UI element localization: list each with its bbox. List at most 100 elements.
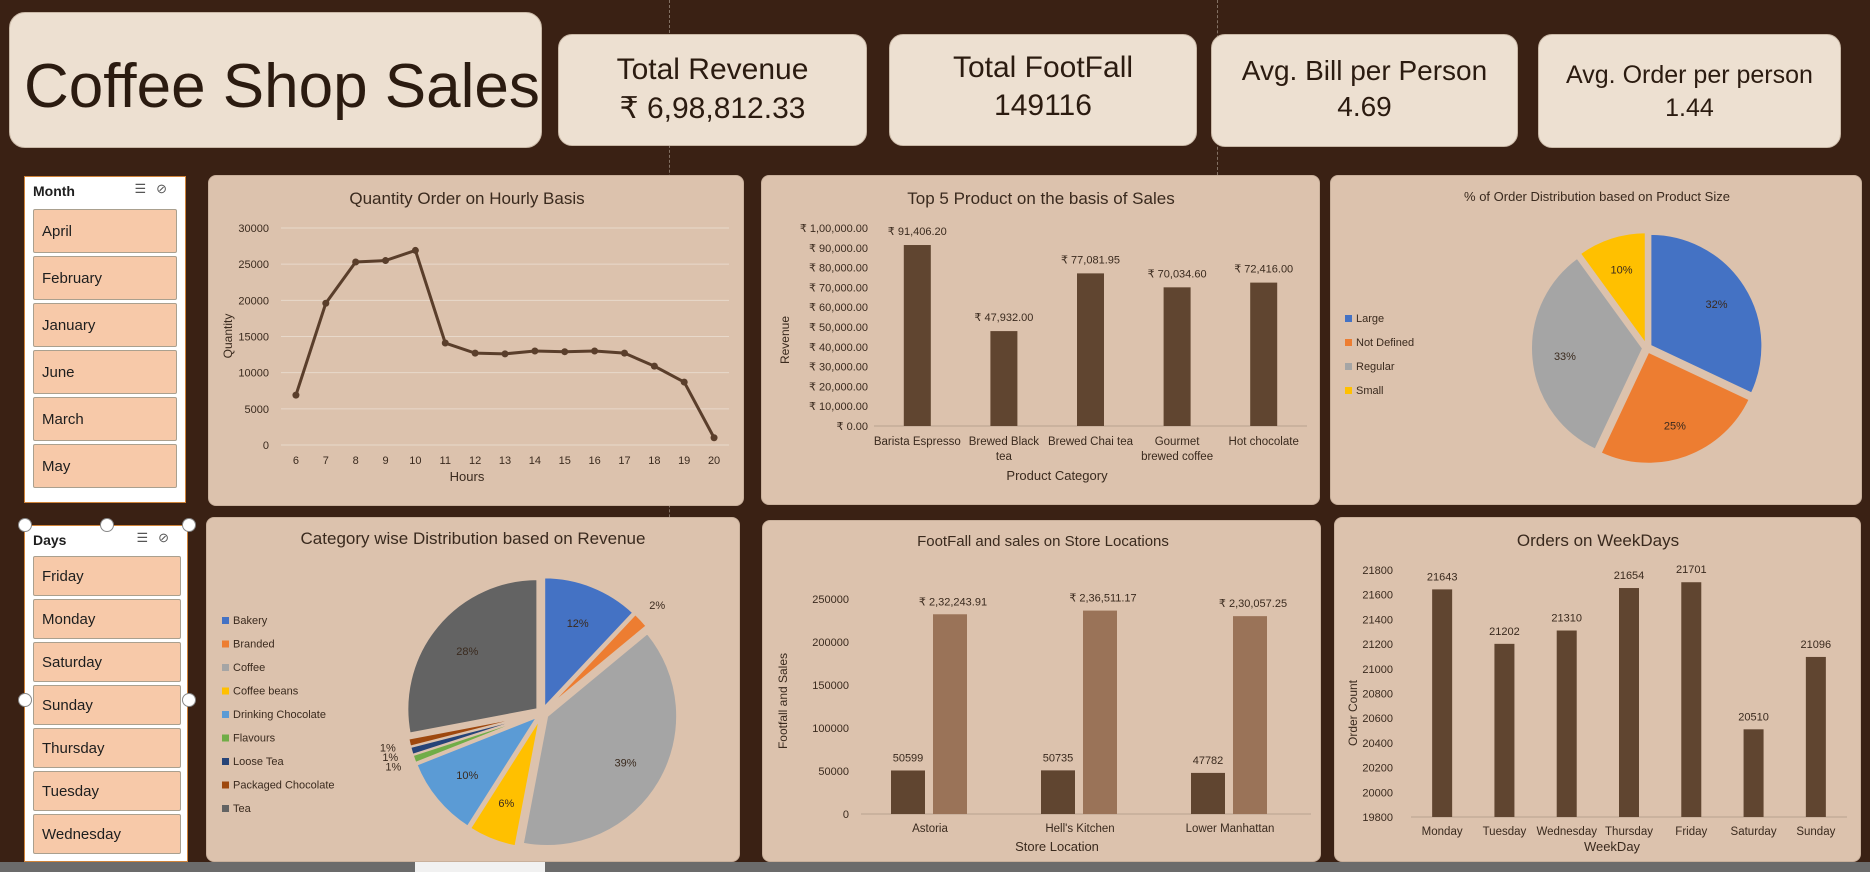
slicer-item-label: Wednesday xyxy=(42,825,121,843)
bar xyxy=(1494,643,1515,817)
data-label: 50599 xyxy=(893,752,924,764)
stores-chart: FootFall and sales on Store Locations 0 50… xyxy=(776,533,1311,854)
x-tick-label: 10 xyxy=(409,455,421,467)
slicer-item[interactable]: March xyxy=(33,397,177,441)
resize-handle[interactable] xyxy=(100,518,114,532)
data-label: ₹ 77,081.95 xyxy=(1061,254,1120,266)
slicer-item-label: Monday xyxy=(42,610,96,628)
data-label: 21654 xyxy=(1614,570,1645,582)
bar xyxy=(1805,656,1826,817)
y-axis-title: Quantity xyxy=(221,314,235,359)
slicer-item[interactable]: Friday xyxy=(33,556,181,596)
y-tick-label: ₹ 50,000.00 xyxy=(809,322,868,334)
pie-slice xyxy=(415,714,540,828)
pie-slice xyxy=(1599,350,1752,465)
title-card: Coffee Shop Sales xyxy=(9,12,542,148)
slicer-item-label: Friday xyxy=(42,567,84,585)
resize-handle[interactable] xyxy=(18,518,32,532)
slicer-item[interactable]: Wednesday xyxy=(33,814,181,854)
slicer-item[interactable]: April xyxy=(33,209,177,253)
clear-filter-icon[interactable]: ⊘ xyxy=(158,530,179,545)
slicer-item-label: March xyxy=(42,410,84,428)
resize-handle[interactable] xyxy=(182,518,196,532)
y-axis-title: Order Count xyxy=(1346,679,1360,746)
x-axis-title: WeekDay xyxy=(1584,839,1641,854)
slicer-item[interactable]: Thursday xyxy=(33,728,181,768)
chart-title: Quantity Order on Hourly Basis xyxy=(349,189,584,208)
data-label: 2% xyxy=(649,600,665,612)
data-point xyxy=(561,348,569,356)
y-tick-label: ₹ 60,000.00 xyxy=(809,302,868,314)
y-tick-label: 21400 xyxy=(1362,614,1393,626)
slicer-item[interactable]: February xyxy=(33,256,177,300)
bar xyxy=(1743,729,1764,817)
data-label: 50735 xyxy=(1043,752,1074,764)
horizontal-scrollbar[interactable] xyxy=(0,862,1870,872)
slicer-item[interactable]: Monday xyxy=(33,599,181,639)
y-tick-label: 0 xyxy=(843,809,849,821)
category-chart-panel[interactable]: Category wise Distribution based on Reve… xyxy=(206,517,740,862)
top5-chart-panel[interactable]: Top 5 Product on the basis of Sales ₹ 0.0… xyxy=(761,175,1320,505)
data-label: ₹ 2,36,511.17 xyxy=(1069,593,1136,605)
resize-handle[interactable] xyxy=(182,693,196,707)
size-chart-panel[interactable]: % of Order Distribution based on Product… xyxy=(1330,175,1862,505)
resize-handle[interactable] xyxy=(18,693,32,707)
kpi-value: 4.69 xyxy=(1337,91,1392,122)
y-tick-label: 5000 xyxy=(245,404,269,416)
bar xyxy=(1041,770,1075,814)
y-tick-label: 21000 xyxy=(1362,664,1393,676)
legend-swatch xyxy=(222,664,229,671)
pie-slice xyxy=(1649,232,1764,395)
x-tick-label: 6 xyxy=(293,455,299,467)
slicer-item[interactable]: June xyxy=(33,350,177,394)
y-tick-label: 21600 xyxy=(1362,590,1393,602)
y-tick-label: 250000 xyxy=(812,594,849,606)
data-label: 6% xyxy=(498,798,514,810)
y-tick-label: 20600 xyxy=(1362,713,1393,725)
bar xyxy=(1556,630,1577,817)
clear-filter-icon[interactable]: ⊘ xyxy=(156,181,177,196)
month-slicer[interactable]: Month ☰⊘ April February January June Mar… xyxy=(24,176,186,503)
legend-swatch xyxy=(222,711,229,718)
data-label: 1% xyxy=(382,752,398,764)
slicer-item[interactable]: Sunday xyxy=(33,685,181,725)
slicer-item[interactable]: May xyxy=(33,444,177,488)
series-line xyxy=(294,248,716,439)
days-slicer[interactable]: Days ☰⊘ Friday Monday Saturday Sunday Th… xyxy=(24,525,188,862)
slicer-item[interactable]: January xyxy=(33,303,177,347)
kpi-label: Total FootFall xyxy=(952,51,1134,84)
y-tick-label: 200000 xyxy=(812,637,849,649)
pie-slice xyxy=(1578,231,1647,348)
y-tick-label: 0 xyxy=(263,440,269,452)
x-tick-label: Saturday xyxy=(1731,826,1777,838)
data-point xyxy=(471,349,479,357)
multi-select-icon[interactable]: ☰ xyxy=(136,530,159,545)
legend-swatch xyxy=(1345,315,1352,322)
slicer-item[interactable]: Tuesday xyxy=(33,771,181,811)
x-tick-label: Hot chocolate xyxy=(1229,436,1299,448)
legend-swatch xyxy=(222,805,229,812)
stores-chart-panel[interactable]: FootFall and sales on Store Locations 0 50… xyxy=(762,520,1321,862)
x-tick-label: Monday xyxy=(1422,826,1463,838)
data-label: 21202 xyxy=(1489,626,1520,638)
kpi-avg-order: Avg. Order per person 1.44 xyxy=(1538,34,1841,148)
kpi-total-revenue: Total Revenue ₹ 6,98,812.33 xyxy=(558,34,867,146)
y-tick-label: 21800 xyxy=(1362,565,1393,577)
data-point xyxy=(710,434,718,442)
data-label: 1% xyxy=(385,762,401,774)
weekdays-chart-panel[interactable]: Orders on WeekDays 19800 20000 20200 20400 20… xyxy=(1334,517,1861,862)
y-tick-label: 150000 xyxy=(812,680,849,692)
multi-select-icon[interactable]: ☰ xyxy=(134,181,157,196)
slicer-title: Days xyxy=(33,532,67,548)
bar xyxy=(1233,616,1267,814)
data-label: 39% xyxy=(614,757,636,769)
y-tick-label: ₹ 70,000.00 xyxy=(809,282,868,294)
legend-label: Not Defined xyxy=(1356,337,1414,349)
weekdays-chart: Orders on WeekDays 19800 20000 20200 20400 20… xyxy=(1346,531,1847,854)
legend-label: Tea xyxy=(233,803,252,815)
hourly-chart-panel[interactable]: Quantity Order on Hourly Basis 0 5000 10000… xyxy=(208,175,744,506)
scrollbar-thumb[interactable] xyxy=(415,862,545,872)
slicer-item[interactable]: Saturday xyxy=(33,642,181,682)
legend-label: Coffee beans xyxy=(233,686,299,698)
x-tick-label: 15 xyxy=(559,455,571,467)
